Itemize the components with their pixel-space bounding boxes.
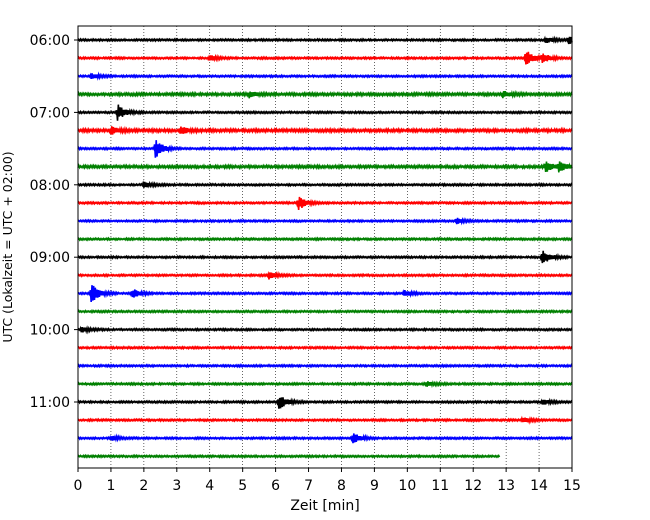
x-tick-label: 15	[563, 478, 581, 494]
x-tick-label: 9	[370, 478, 379, 494]
y-axis-ticks: 06:00 07:00 08:00 09:00 10:00 11:00	[30, 33, 78, 411]
trace-0900	[77, 250, 573, 264]
x-tick-label: 6	[271, 478, 280, 494]
trace-1100	[77, 397, 573, 409]
trace-0815	[77, 196, 573, 211]
seismic-traces	[77, 35, 573, 460]
trace-0930	[77, 285, 573, 303]
trace-0615	[77, 51, 573, 65]
x-tick-label: 14	[530, 478, 548, 494]
trace-0600	[77, 35, 573, 45]
x-tick-label: 3	[172, 478, 181, 494]
x-tick-label: 1	[106, 478, 115, 494]
x-axis-label: Zeit [min]	[290, 498, 359, 514]
trace-0730	[77, 140, 573, 158]
trace-0645	[77, 89, 573, 100]
x-tick-label: 7	[304, 478, 313, 494]
y-tick-label: 11:00	[30, 395, 70, 411]
trace-0845	[77, 236, 573, 242]
trace-0745	[77, 161, 573, 173]
trace-1045	[77, 380, 573, 389]
trace-1000	[77, 325, 573, 335]
trace-0800	[77, 180, 573, 189]
x-tick-label: 11	[431, 478, 449, 494]
y-tick-label: 09:00	[30, 250, 70, 266]
y-tick-label: 06:00	[30, 33, 70, 49]
trace-0830	[77, 216, 573, 226]
y-axis-label: UTC (Lokalzeit = UTC + 02:00)	[0, 151, 15, 342]
trace-1030	[77, 363, 573, 369]
trace-1145	[77, 453, 501, 460]
x-tick-label: 10	[398, 478, 416, 494]
trace-0630	[77, 71, 573, 81]
trace-0945	[77, 308, 573, 315]
x-tick-label: 8	[337, 478, 346, 494]
plot-frame	[77, 25, 573, 469]
trace-0915	[77, 270, 573, 280]
x-tick-label: 13	[497, 478, 515, 494]
x-tick-label: 4	[205, 478, 214, 494]
x-tick-label: 0	[74, 478, 83, 494]
y-tick-label: 07:00	[30, 105, 70, 121]
x-tick-label: 2	[139, 478, 148, 494]
trace-0700	[77, 104, 573, 121]
x-axis-ticks: 0 1 2 3 4 5 6 7 8 9 10 11 12 13 14 15	[74, 468, 581, 494]
y-tick-label: 08:00	[30, 178, 70, 194]
trace-1015	[77, 345, 573, 351]
trace-0715	[77, 125, 573, 136]
trace-1115	[77, 415, 573, 425]
y-tick-label: 10:00	[30, 323, 70, 339]
x-tick-label: 5	[238, 478, 247, 494]
trace-1130	[77, 433, 573, 444]
x-tick-label: 12	[464, 478, 482, 494]
